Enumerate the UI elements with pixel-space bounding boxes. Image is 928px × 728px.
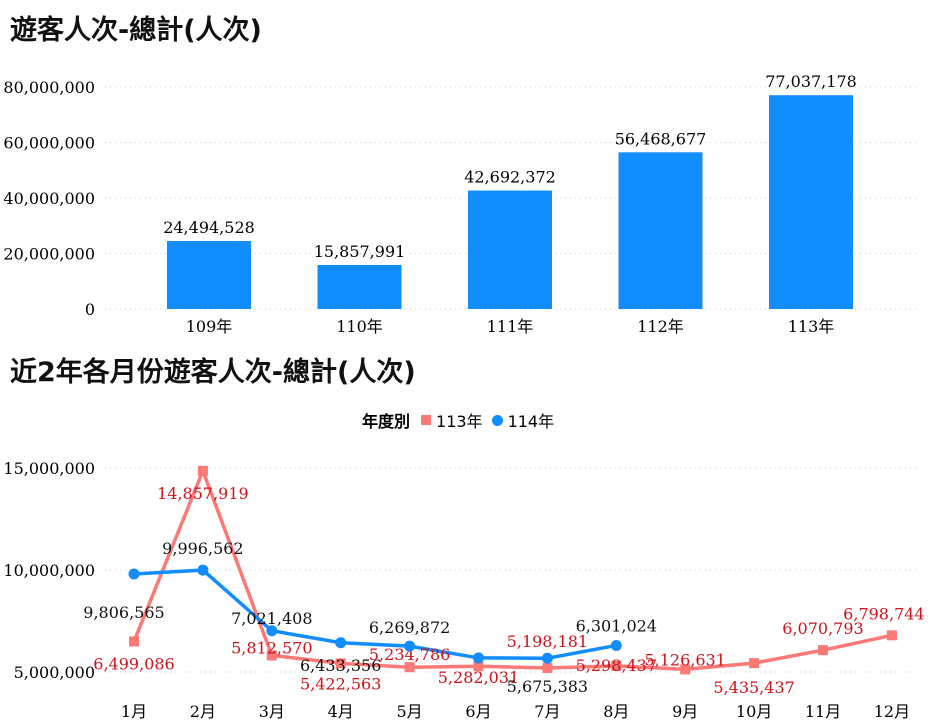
y-tick-label: 60,000,000 bbox=[3, 134, 95, 153]
data-label: 5,126,631 bbox=[644, 650, 725, 669]
x-tick-label: 10月 bbox=[736, 702, 772, 721]
data-label: 5,282,031 bbox=[438, 668, 519, 687]
x-tick-label: 9月 bbox=[672, 702, 698, 721]
x-tick-label: 3月 bbox=[259, 702, 285, 721]
data-label: 14,857,919 bbox=[157, 484, 249, 503]
bar-chart-title: 遊客人次-總計(人次) bbox=[10, 15, 262, 46]
bar bbox=[167, 241, 251, 309]
x-tick-label: 4月 bbox=[328, 702, 354, 721]
data-point bbox=[197, 465, 208, 476]
data-label: 6,301,024 bbox=[576, 616, 657, 635]
x-tick-label: 8月 bbox=[603, 702, 629, 721]
legend-marker-114 bbox=[491, 414, 503, 426]
data-point bbox=[541, 652, 553, 664]
data-point bbox=[197, 564, 209, 576]
x-tick-label: 11月 bbox=[805, 702, 841, 721]
y-tick-label: 5,000,000 bbox=[14, 663, 95, 682]
data-label: 7,021,408 bbox=[231, 609, 312, 628]
data-label: 5,234,786 bbox=[369, 645, 450, 664]
legend: 年度別 113年 114年 bbox=[362, 408, 554, 432]
data-point bbox=[129, 636, 139, 647]
data-point bbox=[473, 661, 484, 672]
x-tick-label: 112年 bbox=[637, 317, 684, 336]
x-tick-label: 113年 bbox=[788, 317, 835, 336]
data-point bbox=[335, 658, 346, 669]
data-label: 9,806,565 bbox=[83, 603, 164, 622]
legend-title: 年度別 bbox=[362, 412, 411, 431]
x-tick-label: 110年 bbox=[336, 317, 383, 336]
x-tick-label: 5月 bbox=[397, 702, 423, 721]
data-point bbox=[335, 637, 347, 649]
data-point bbox=[404, 640, 416, 652]
bar bbox=[468, 190, 552, 309]
data-label: 6,499,086 bbox=[93, 654, 174, 673]
bar bbox=[769, 95, 853, 309]
data-point bbox=[611, 660, 622, 671]
x-tick-label: 109年 bbox=[186, 317, 233, 336]
data-point bbox=[542, 662, 553, 673]
x-tick-label: 6月 bbox=[465, 702, 491, 721]
data-label: 5,422,563 bbox=[300, 674, 381, 693]
y-tick-label: 15,000,000 bbox=[3, 459, 95, 478]
data-label: 9,996,562 bbox=[162, 539, 243, 558]
x-tick-label: 12月 bbox=[874, 702, 910, 721]
data-label: 6,070,793 bbox=[782, 619, 863, 638]
data-point bbox=[886, 630, 897, 641]
series-line-113年 bbox=[132, 466, 893, 672]
data-point bbox=[818, 645, 828, 656]
x-tick-label: 7月 bbox=[534, 702, 560, 721]
data-label: 77,037,178 bbox=[765, 72, 857, 91]
data-label: 15,857,991 bbox=[314, 242, 406, 261]
data-point bbox=[404, 662, 415, 673]
data-point bbox=[266, 650, 277, 661]
y-tick-label: 80,000,000 bbox=[3, 78, 95, 97]
line-chart-title: 近2年各月份遊客人次-總計(人次) bbox=[10, 357, 416, 388]
legend-marker-113 bbox=[421, 415, 432, 425]
series-line-114年 bbox=[133, 568, 617, 660]
legend-label-113[interactable]: 113年 bbox=[436, 412, 483, 431]
x-tick-label: 2月 bbox=[190, 702, 216, 721]
data-point bbox=[473, 652, 484, 664]
y-tick-label: 20,000,000 bbox=[3, 245, 95, 264]
data-label: 5,675,383 bbox=[507, 677, 588, 696]
x-tick-label: 111年 bbox=[487, 317, 534, 336]
data-label: 5,435,437 bbox=[713, 678, 794, 697]
data-point bbox=[128, 568, 140, 580]
data-label: 6,269,872 bbox=[369, 618, 450, 637]
bar bbox=[618, 152, 703, 309]
data-label: 5,812,570 bbox=[231, 638, 312, 657]
data-label: 5,198,181 bbox=[507, 632, 588, 651]
data-label: 6,798,744 bbox=[843, 604, 924, 623]
y-tick-label: 0 bbox=[85, 300, 95, 319]
data-label: 24,494,528 bbox=[163, 218, 255, 237]
data-point bbox=[610, 639, 622, 651]
data-point bbox=[266, 625, 278, 637]
data-point bbox=[680, 664, 691, 675]
bar bbox=[317, 264, 402, 309]
data-label: 42,692,372 bbox=[464, 168, 556, 187]
y-tick-label: 10,000,000 bbox=[3, 561, 95, 580]
data-label: 56,468,677 bbox=[615, 129, 707, 148]
data-point bbox=[749, 658, 760, 669]
data-label: 6,433,356 bbox=[300, 656, 381, 675]
y-tick-label: 40,000,000 bbox=[3, 189, 95, 208]
data-label: 5,298,437 bbox=[576, 656, 657, 675]
x-tick-label: 1月 bbox=[121, 702, 147, 721]
legend-label-114[interactable]: 114年 bbox=[507, 412, 555, 431]
